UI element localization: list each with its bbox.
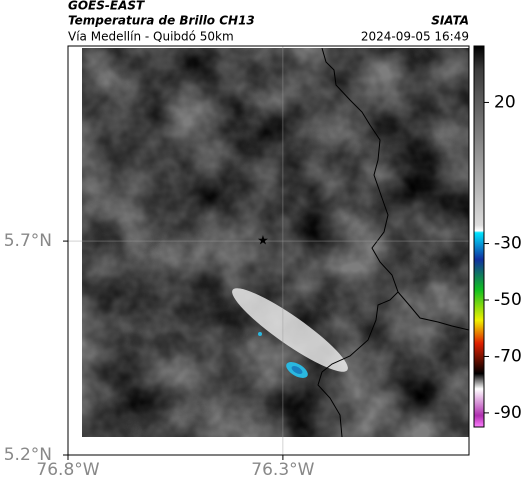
title: GOES-EAST bbox=[68, 0, 145, 13]
colorbar-tick-label: 20 bbox=[494, 92, 516, 112]
x-tick-label: 76.8°W bbox=[36, 460, 99, 480]
timestamp: 2024-09-05 16:49 bbox=[361, 30, 469, 44]
colorbar-tick-label: -70 bbox=[494, 346, 522, 366]
region: Vía Medellín - Quibdó 50km bbox=[68, 30, 234, 44]
colorbar-tick-label: -50 bbox=[494, 290, 522, 310]
x-tick-label: 76.3°W bbox=[251, 460, 314, 480]
subtitle: Temperatura de Brillo CH13 bbox=[68, 14, 255, 28]
satellite-image bbox=[82, 48, 469, 437]
source: SIATA bbox=[431, 14, 469, 28]
colorbar-tick-label: -30 bbox=[494, 234, 522, 254]
colorbar-tick-label: -90 bbox=[494, 403, 522, 423]
y-tick-label: 5.2°N bbox=[4, 445, 52, 465]
colorbar-axis: 20 -30 -50 -70 -90 bbox=[484, 92, 522, 423]
map-frame bbox=[67, 45, 470, 456]
y-tick-label: 5.7°N bbox=[4, 231, 52, 251]
colorbar bbox=[473, 45, 485, 428]
city-marker: ★ bbox=[257, 234, 269, 249]
